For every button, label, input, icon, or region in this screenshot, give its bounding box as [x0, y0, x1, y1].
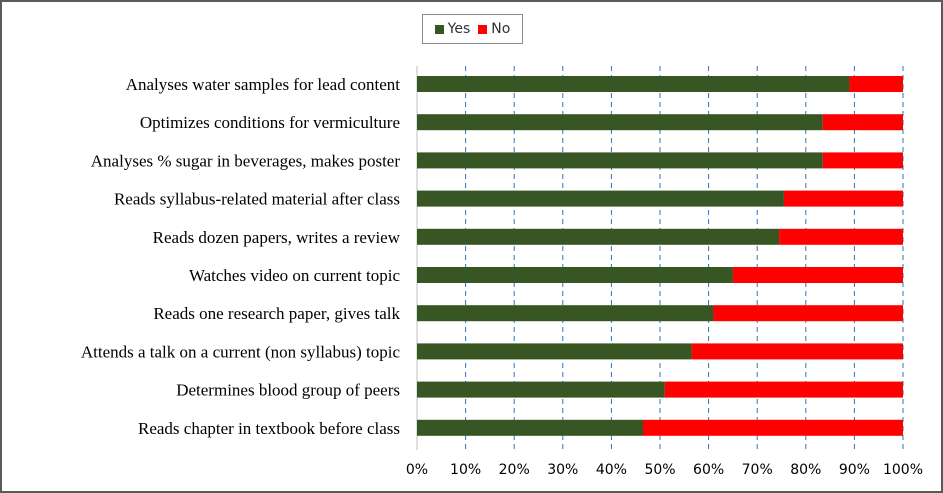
bar-yes — [417, 381, 665, 398]
bar-no — [783, 190, 903, 207]
legend-label-yes: Yes — [447, 21, 471, 37]
bar-no — [642, 419, 903, 436]
x-tick-label: 20% — [499, 462, 530, 478]
x-tick-label: 90% — [839, 462, 870, 478]
legend-label-no: No — [491, 21, 511, 37]
bar-no — [849, 76, 903, 92]
category-label: Optimizes conditions for vermiculture — [140, 113, 400, 132]
category-label: Reads chapter in textbook before class — [138, 419, 400, 438]
x-tick-label: 50% — [644, 462, 675, 478]
x-tick-label: 10% — [450, 462, 481, 478]
bar-yes — [417, 343, 692, 360]
category-label: Analyses % sugar in beverages, makes pos… — [91, 151, 401, 170]
category-label: Reads dozen papers, writes a review — [153, 228, 401, 247]
x-tick-label: 40% — [596, 462, 627, 478]
x-tick-label: 100% — [883, 462, 923, 478]
bar-yes — [417, 114, 823, 131]
category-label: Watches video on current topic — [189, 266, 401, 285]
x-tick-label: 80% — [790, 462, 821, 478]
bar-no — [822, 152, 903, 169]
bar-yes — [417, 305, 714, 322]
bar-no — [779, 228, 903, 245]
bar-yes — [417, 228, 780, 245]
x-tick-label: 70% — [742, 462, 773, 478]
category-label: Attends a talk on a current (non syllabu… — [81, 342, 401, 361]
legend-item-yes: Yes — [434, 21, 471, 37]
legend-swatch-no — [478, 24, 488, 34]
bar-yes — [417, 152, 823, 169]
bar-no — [822, 114, 903, 131]
bar-yes — [417, 267, 733, 283]
category-label: Analyses water samples for lead content — [126, 75, 401, 94]
legend: Yes No — [422, 14, 523, 44]
bar-yes — [417, 419, 643, 436]
category-label: Reads syllabus-related material after cl… — [114, 190, 400, 209]
legend-swatch-yes — [434, 24, 444, 34]
category-label: Reads one research paper, gives talk — [153, 304, 400, 323]
bar-yes — [417, 76, 850, 92]
bar-yes — [417, 190, 784, 207]
bar-no — [691, 343, 903, 360]
bar-no — [664, 381, 903, 398]
bar-no — [732, 267, 903, 283]
bar-no — [713, 305, 903, 322]
legend-item-no: No — [478, 21, 510, 37]
x-tick-label: 30% — [547, 462, 578, 478]
x-tick-label: 0% — [406, 462, 428, 478]
category-label: Determines blood group of peers — [176, 381, 400, 400]
x-tick-label: 60% — [693, 462, 724, 478]
